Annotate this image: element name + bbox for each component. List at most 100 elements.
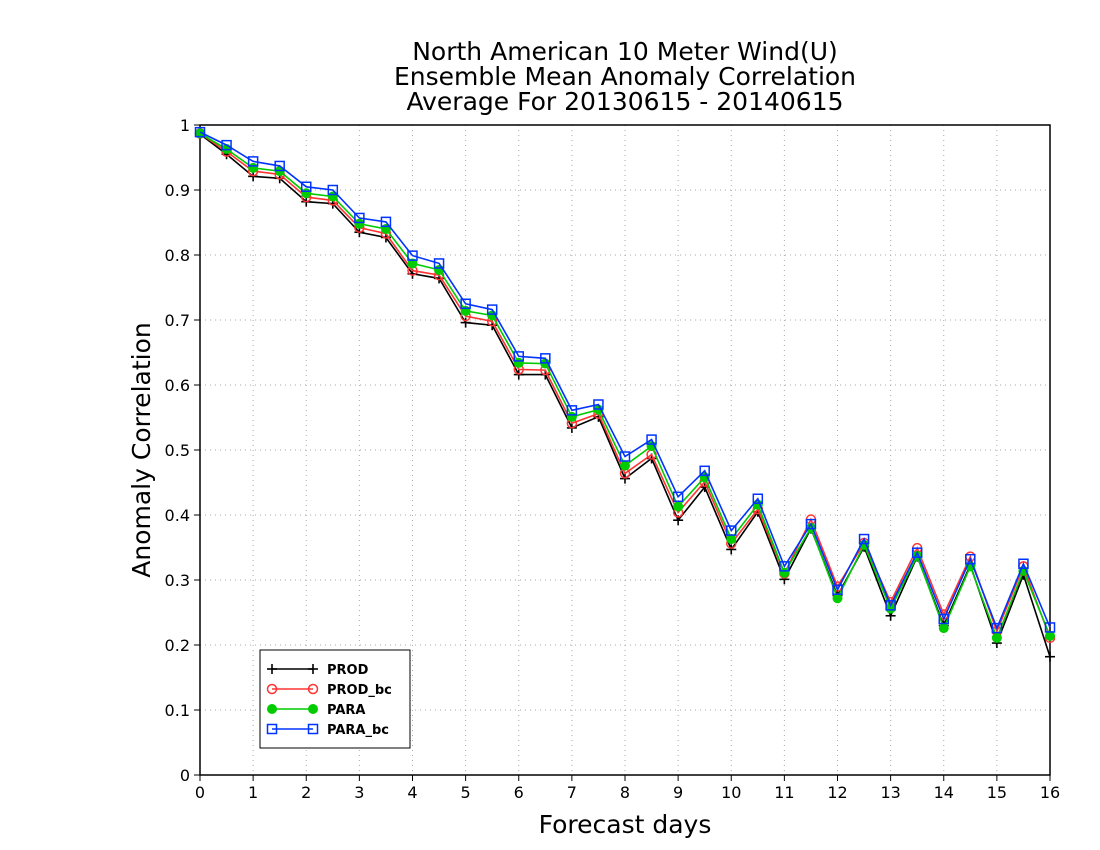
legend-marker <box>308 704 318 714</box>
data-point-prod <box>726 544 737 555</box>
legend-label: PARA_bc <box>327 723 389 738</box>
legend-marker <box>307 683 319 695</box>
x-axis-title: Forecast days <box>539 810 712 839</box>
x-tick-label: 4 <box>407 783 417 802</box>
x-tick-label: 13 <box>880 783 900 802</box>
legend-marker <box>266 683 278 695</box>
data-point-para-bc <box>274 160 285 172</box>
title-line-1: North American 10 Meter Wind(U) <box>412 37 838 66</box>
y-tick-label: 0.4 <box>165 506 190 525</box>
series-layer <box>194 126 1056 662</box>
series-line-prod-bc <box>199 132 1051 639</box>
chart-title: North American 10 Meter Wind(U) Ensemble… <box>394 37 856 116</box>
data-point-para <box>248 162 259 173</box>
legend-marker <box>266 723 278 735</box>
legend: PROD PROD_bc PARA PARA_bc <box>259 649 411 749</box>
data-point-para-bc <box>779 561 790 572</box>
y-tick-label: 0.7 <box>165 311 190 330</box>
x-tick-label: 9 <box>673 783 683 802</box>
legend-item-prod: PROD <box>267 663 369 678</box>
legend-marker <box>307 723 319 735</box>
data-point-para-bc <box>619 451 631 462</box>
data-point-para-bc <box>566 405 578 416</box>
legend-item-prod-bc: PROD_bc <box>266 683 392 698</box>
y-tick-label: 0.9 <box>165 181 190 200</box>
data-point-para-bc <box>194 126 206 138</box>
data-point-para-bc <box>1044 622 1056 633</box>
legend-marker <box>267 664 277 674</box>
data-point-para-bc <box>407 250 418 261</box>
x-tick-label: 0 <box>195 783 205 802</box>
x-tick-label: 16 <box>1040 783 1060 802</box>
x-tick-label: 7 <box>567 783 577 802</box>
legend-label: PROD <box>327 663 369 678</box>
title-line-3: Average For 20130615 - 20140615 <box>406 87 843 116</box>
legend-box <box>259 649 411 749</box>
data-point-para <box>779 567 790 578</box>
data-point-para <box>726 534 737 545</box>
y-tick-label: 0.8 <box>165 246 190 265</box>
data-point-para-bc <box>885 600 896 611</box>
y-tick-label: 0.6 <box>165 376 190 395</box>
data-point-para-bc <box>247 156 259 167</box>
series-para-bc <box>194 126 1056 634</box>
data-point-para <box>620 460 630 471</box>
axis-ticks: 0 1 2 3 4 5 6 7 8 9 10 11 12 13 14 15 1600.10.20.30.40.5… <box>165 116 1061 802</box>
x-tick-label: 1 <box>248 783 258 802</box>
data-point-para-bc <box>540 353 551 364</box>
y-tick-label: 0.3 <box>165 571 190 590</box>
data-point-para-bc <box>433 258 445 269</box>
data-point-para <box>407 258 418 269</box>
x-tick-label: 15 <box>987 783 1007 802</box>
data-point-para <box>938 623 949 634</box>
data-point-para <box>513 357 524 368</box>
legend-item-para: PARA <box>267 703 365 718</box>
title-line-2: Ensemble Mean Anomaly Correlation <box>394 62 856 91</box>
data-point-prod <box>460 317 471 328</box>
data-point-para-bc <box>513 351 524 362</box>
y-axis-title: Anomaly Correlation <box>127 322 156 577</box>
data-point-para-bc <box>460 298 471 309</box>
x-tick-label: 12 <box>827 783 847 802</box>
data-point-para-bc <box>858 533 870 545</box>
x-tick-label: 3 <box>354 783 364 802</box>
data-point-para <box>354 218 365 229</box>
data-point-para-bc <box>486 304 498 315</box>
legend-marker <box>308 664 318 674</box>
data-point-para-bc <box>221 139 232 151</box>
data-point-para-bc <box>805 518 817 530</box>
x-tick-label: 11 <box>774 783 794 802</box>
data-point-para-bc <box>752 493 764 504</box>
data-point-para <box>991 632 1002 643</box>
y-tick-label: 1 <box>180 116 190 135</box>
data-point-para <box>832 593 843 604</box>
data-point-para <box>1045 630 1055 641</box>
data-point-para-bc <box>593 399 604 410</box>
data-point-para-bc <box>646 434 657 445</box>
data-point-para <box>301 188 312 199</box>
y-tick-label: 0 <box>180 766 190 785</box>
x-tick-label: 6 <box>514 783 524 802</box>
data-point-para-bc <box>726 525 737 536</box>
x-tick-label: 10 <box>721 783 741 802</box>
x-tick-label: 5 <box>461 783 471 802</box>
data-point-para-bc <box>832 584 843 595</box>
data-point-para-bc <box>354 212 365 224</box>
x-tick-label: 8 <box>620 783 630 802</box>
x-tick-label: 2 <box>301 783 311 802</box>
series-para <box>195 128 1055 643</box>
y-tick-label: 0.5 <box>165 441 190 460</box>
data-point-para-bc <box>991 622 1003 634</box>
data-point-para <box>673 501 684 512</box>
data-point-para-bc <box>938 613 949 625</box>
legend-label: PARA <box>327 703 365 718</box>
data-point-para <box>566 411 577 422</box>
data-point-prod <box>1045 651 1055 662</box>
y-tick-label: 0.1 <box>165 701 190 720</box>
data-point-para-bc <box>1018 558 1029 569</box>
data-point-para-bc <box>965 553 976 565</box>
legend-label: PROD_bc <box>327 683 392 698</box>
legend-marker <box>267 704 277 714</box>
series-line-para-bc <box>199 131 1051 631</box>
